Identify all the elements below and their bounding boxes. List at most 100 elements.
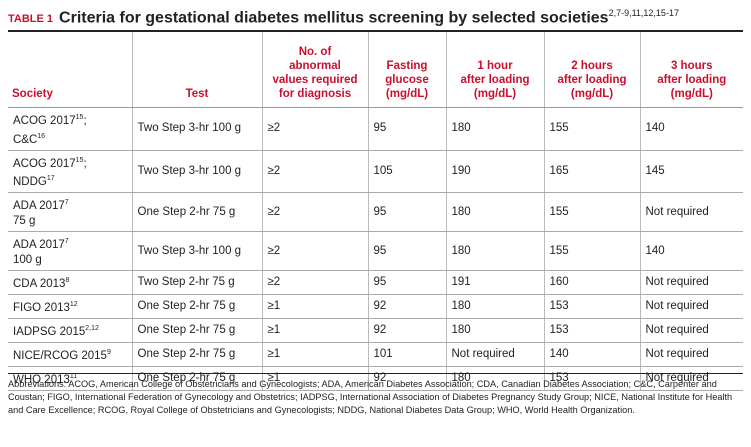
society-text: NICE/RCOG 2015 [13,349,107,362]
society-cell: FIGO 201312 [8,294,132,319]
footnote: Abbreviations: ACOG, American College of… [8,373,743,417]
table-cell: 95 [367,231,446,271]
header-line: after loading [557,74,627,86]
society-cell: ACOG 201715; C&C16 [8,107,132,151]
header-line: 3 hours [670,60,713,72]
title-text: Criteria for gestational diabetes mellit… [59,9,609,27]
table-cell: 95 [367,107,446,151]
table-cell: Not required [639,342,743,367]
society-text: WHO 2013 [13,373,70,386]
table-cell: 140 [543,342,640,367]
table-cell: 92 [367,366,446,391]
table-cell: 105 [367,150,446,194]
table-row: WHO 201311 One Step 2-hr 75 g ≥1 92 180 153 No… [8,366,743,391]
society-text: IADPSG 2015 [13,325,86,338]
header-line: No. of [298,46,332,58]
table-cell: 191 [445,270,544,295]
table-cell: 180 [445,231,544,271]
table-cell: Not required [639,192,743,233]
table-cell: 95 [367,192,446,233]
table-label: TABLE 1 [8,13,54,26]
society-cell: ADA 20177 100 g [8,231,132,271]
table-cell: 92 [367,318,446,343]
table-cell: One Step 2-hr 75 g [131,342,262,367]
reference: 7 [64,238,69,246]
table-cell: Not required [639,270,743,295]
table-row: ACOG 201715; C&C16 Two Step 3-hr 100 g ≥2 95… [8,107,743,151]
table-cell: 180 [445,318,544,343]
column-header: Test [131,30,262,108]
table-cell: 155 [543,192,640,233]
table-cell: ≥2 [261,231,368,271]
table-cell: ≥1 [261,342,368,367]
header-line: for diagnosis [278,88,352,100]
reference: 15 [75,114,84,121]
table-cell: 95 [367,270,446,295]
header-line: abnormal [289,60,341,72]
table-cell: Not required [445,342,544,367]
table-cell: ≥2 [261,107,368,151]
table-cell: Not required [639,366,743,391]
society-text: ; [83,157,87,170]
table-row: ACOG 201715; NDDG17 Two Step 3-hr 100 g ≥2 1… [8,150,743,194]
reference: 15 [75,156,84,164]
table-cell: One Step 2-hr 75 g [131,192,262,233]
table-cell: One Step 2-hr 75 g [131,318,262,343]
society-cell: CDA 20138 [8,270,132,295]
table-cell: 140 [639,231,743,271]
table-cell: 180 [445,107,544,151]
table-row: FIGO 201312 One Step 2-hr 75 g ≥1 92 180 153 N… [8,294,743,319]
column-header: 3 hours after loading (mg/dL) [639,30,743,108]
reference: 17 [46,175,55,183]
table-cell: Two Step 2-hr 75 g [131,270,262,295]
title-refs: 2,7-9,11,12,15-17 [608,8,679,18]
society-cell: ACOG 201715; NDDG17 [8,150,132,194]
header-line: Test [185,88,209,100]
table-row: ADA 20177 75 g One Step 2-hr 75 g ≥2 95 180 15… [8,192,743,233]
header-line: 2 hours [571,60,613,72]
society-text: ADA 2017 [13,238,65,251]
header-line: (mg/dL) [570,88,614,100]
table-cell: Two Step 3-hr 100 g [131,150,262,194]
table-cell: Two Step 3-hr 100 g [131,231,262,271]
table-title: TABLE 1 Criteria for gestational diabetes… [8,8,748,27]
header-line: Fasting [386,60,428,72]
reference: 9 [106,349,111,357]
society-text: ; [83,114,87,127]
table-cell: ≥2 [261,150,368,194]
reference: 12 [69,301,78,309]
column-header: Society [8,30,132,108]
reference: 11 [69,373,78,381]
society-text: C&C [13,133,38,146]
header-line: (mg/dL) [473,88,517,100]
table-cell: 165 [543,150,640,194]
table-cell: 180 [445,192,544,233]
table-cell: 190 [445,150,544,194]
table-row: NICE/RCOG 20159 One Step 2-hr 75 g ≥1 101 No… [8,342,743,367]
table-cell: Two Step 3-hr 100 g [131,107,262,151]
table-cell: One Step 2-hr 75 g [131,294,262,319]
table-cell: ≥2 [261,270,368,295]
header-line: values required [272,74,358,86]
society-text: ACOG 2017 [13,114,76,127]
header-line: Society [12,88,53,100]
table-cell: 180 [445,366,544,391]
society-cell: IADPSG 20152,12 [8,318,132,343]
table-cell: ≥1 [261,294,368,319]
table-cell: Not required [639,318,743,343]
table-cell: One Step 2-hr 75 g [131,366,262,391]
reference: 16 [37,132,46,140]
society-cell: NICE/RCOG 20159 [8,342,132,367]
header-row: Society Test No. of abnormal values required… [8,30,743,108]
table-cell: 153 [543,366,640,391]
table-cell: Not required [639,294,743,319]
table-cell: 153 [543,294,640,319]
table-cell: 153 [543,318,640,343]
header-line: 1 hour [477,60,513,72]
column-header: No. of abnormal values required for diagnos… [261,30,368,108]
table-cell: 140 [639,107,743,151]
reference: 2,12 [85,325,99,333]
table-cell: 92 [367,294,446,319]
table-cell: 160 [543,270,640,295]
